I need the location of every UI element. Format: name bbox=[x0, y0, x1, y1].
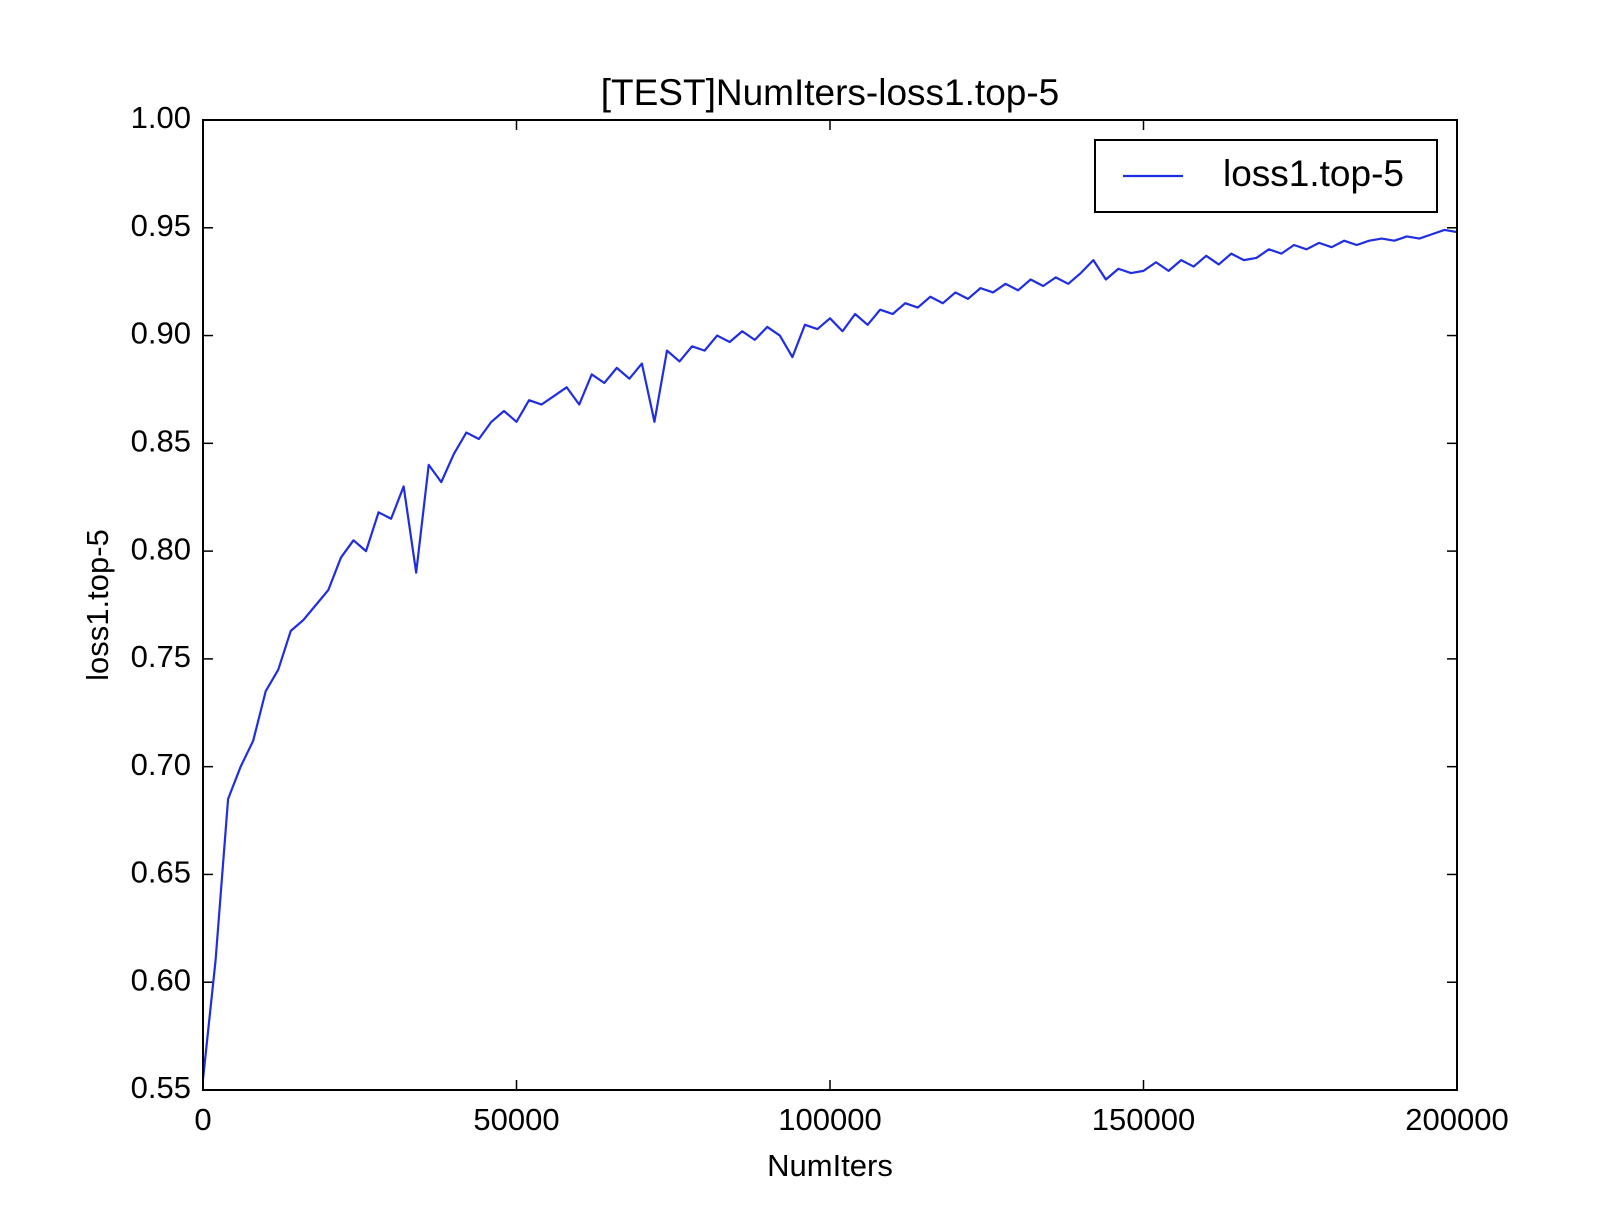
x-tick-label: 150000 bbox=[1092, 1102, 1195, 1137]
x-tick-label: 0 bbox=[194, 1102, 211, 1137]
x-axis-label: NumIters bbox=[767, 1148, 893, 1183]
y-tick-label: 0.95 bbox=[131, 208, 191, 243]
y-tick-label: 0.85 bbox=[131, 424, 191, 459]
plot-frame bbox=[202, 119, 1458, 1091]
data-line bbox=[201, 228, 1458, 1080]
chart-title: [TEST]NumIters-loss1.top-5 bbox=[601, 72, 1060, 113]
y-tick-label: 0.80 bbox=[131, 531, 191, 566]
x-tick-label: 50000 bbox=[473, 1102, 559, 1137]
y-tick-label: 0.55 bbox=[131, 1070, 191, 1105]
x-tick-label: 200000 bbox=[1405, 1102, 1508, 1137]
legend-label: loss1.top-5 bbox=[1223, 153, 1404, 194]
y-tick-label: 0.70 bbox=[131, 747, 191, 782]
x-tick-label: 100000 bbox=[778, 1102, 881, 1137]
y-tick-label: 0.60 bbox=[131, 962, 191, 997]
y-tick-label: 0.65 bbox=[131, 855, 191, 890]
y-tick-label: 0.90 bbox=[131, 316, 191, 351]
y-axis-label: loss1.top-5 bbox=[80, 529, 115, 681]
y-tick-label: 0.75 bbox=[131, 639, 191, 674]
y-tick-label: 1.00 bbox=[131, 100, 191, 135]
